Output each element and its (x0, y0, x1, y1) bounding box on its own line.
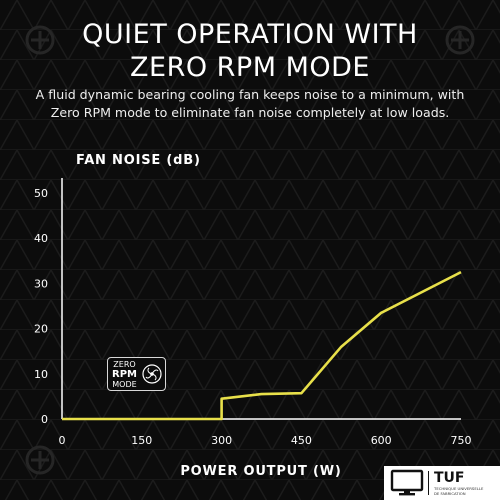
fan-icon (142, 364, 162, 384)
y-tick-label: 30 (34, 277, 48, 290)
title-line-1: QUIET OPERATION WITH (82, 19, 418, 50)
brand-subline-1: TECHNIQUE UNIVERSELLE (434, 485, 484, 491)
badge-line-3: MODE (112, 379, 137, 389)
brand-name: TUF (434, 469, 465, 486)
screw-icon (25, 445, 55, 475)
zero-rpm-badge: ZERO RPM MODE (107, 357, 166, 391)
x-axis-title: POWER OUTPUT (W) (180, 464, 341, 479)
brand-divider (428, 471, 429, 495)
y-tick-label: 10 (34, 368, 48, 381)
screw-icon (25, 25, 55, 55)
x-tick-label: 450 (291, 434, 312, 447)
page-subtitle: A fluid dynamic bearing cooling fan keep… (20, 86, 480, 122)
badge-line-1: ZERO (113, 359, 136, 369)
title-line-2: ZERO RPM MODE (130, 52, 370, 83)
brand-logo: TUF TECHNIQUE UNIVERSELLE DE FABRICATION (384, 466, 500, 500)
y-tick-label: 50 (34, 187, 48, 200)
monitor-icon (390, 469, 424, 496)
y-tick-label: 20 (34, 323, 48, 336)
subtitle-line-2: Zero RPM mode to eliminate fan noise com… (50, 105, 450, 120)
y-axis-title: FAN NOISE (dB) (76, 153, 201, 168)
x-tick-label: 150 (131, 434, 152, 447)
x-tick-label: 750 (451, 434, 472, 447)
screw-icon (445, 25, 475, 55)
y-tick-label: 0 (41, 413, 48, 426)
x-tick-label: 600 (371, 434, 392, 447)
y-tick-label: 40 (34, 232, 48, 245)
x-tick-label: 300 (211, 434, 232, 447)
subtitle-line-1: A fluid dynamic bearing cooling fan keep… (35, 87, 465, 102)
series-line-fan-noise (62, 270, 462, 421)
badge-line-2: RPM (112, 368, 137, 380)
page-title: QUIET OPERATION WITH ZERO RPM MODE (0, 18, 500, 84)
x-tick-label: 0 (59, 434, 66, 447)
brand-subline-2: DE FABRICATION (434, 490, 466, 496)
